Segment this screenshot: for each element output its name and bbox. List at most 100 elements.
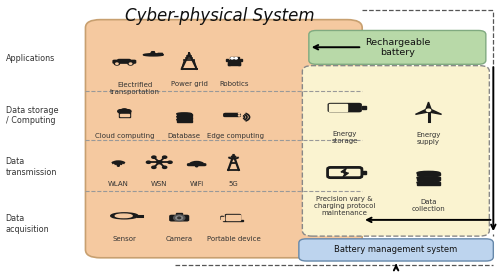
Circle shape <box>114 62 119 65</box>
Circle shape <box>427 110 430 111</box>
Bar <box>177 120 192 122</box>
Bar <box>177 114 192 116</box>
Circle shape <box>196 166 198 167</box>
Circle shape <box>118 165 120 166</box>
Text: Cyber-physical System: Cyber-physical System <box>126 7 315 26</box>
Ellipse shape <box>144 54 163 56</box>
Bar <box>240 59 242 61</box>
Circle shape <box>120 109 128 113</box>
Ellipse shape <box>177 116 192 118</box>
Bar <box>238 63 240 66</box>
Circle shape <box>146 161 150 163</box>
Bar <box>362 171 366 174</box>
Polygon shape <box>150 52 156 55</box>
FancyBboxPatch shape <box>299 239 494 261</box>
Circle shape <box>122 111 127 113</box>
FancyBboxPatch shape <box>220 216 224 220</box>
Text: Database: Database <box>168 133 200 139</box>
Bar <box>119 113 130 117</box>
Ellipse shape <box>177 113 192 115</box>
Text: Camera: Camera <box>166 236 193 242</box>
Text: Energy
supply: Energy supply <box>416 132 440 145</box>
Circle shape <box>128 62 133 65</box>
Bar <box>417 173 440 175</box>
Text: Portable device: Portable device <box>207 236 261 242</box>
Circle shape <box>162 166 166 168</box>
Circle shape <box>178 217 180 219</box>
Text: Robotics: Robotics <box>220 81 249 87</box>
Bar <box>417 178 440 180</box>
FancyBboxPatch shape <box>302 66 490 236</box>
Circle shape <box>116 63 118 64</box>
Bar <box>228 63 230 66</box>
Bar <box>224 220 242 221</box>
FancyBboxPatch shape <box>112 60 136 64</box>
Bar <box>228 60 240 66</box>
FancyBboxPatch shape <box>86 20 362 258</box>
Text: WiFi: WiFi <box>190 181 204 187</box>
Circle shape <box>234 58 238 59</box>
Ellipse shape <box>177 119 192 121</box>
FancyBboxPatch shape <box>169 215 189 221</box>
Circle shape <box>238 113 240 114</box>
Bar <box>226 215 240 220</box>
Text: WSN: WSN <box>151 181 168 187</box>
Polygon shape <box>427 109 442 115</box>
Circle shape <box>156 161 162 164</box>
Text: Battery management system: Battery management system <box>334 245 458 254</box>
FancyBboxPatch shape <box>223 113 241 117</box>
Bar <box>226 59 228 61</box>
Circle shape <box>152 166 156 168</box>
Circle shape <box>130 63 132 64</box>
FancyBboxPatch shape <box>224 115 240 116</box>
Circle shape <box>174 215 185 221</box>
Text: Rechargeable
battery: Rechargeable battery <box>364 38 430 57</box>
Bar <box>120 114 129 116</box>
Bar <box>230 57 238 60</box>
Ellipse shape <box>417 176 440 179</box>
Bar <box>329 104 347 112</box>
Polygon shape <box>158 53 163 55</box>
Text: Cloud computing: Cloud computing <box>94 133 154 139</box>
Circle shape <box>118 110 124 113</box>
Bar <box>220 217 224 220</box>
Circle shape <box>125 110 131 113</box>
Text: Data
acquisition: Data acquisition <box>6 214 50 234</box>
Ellipse shape <box>110 213 138 219</box>
Polygon shape <box>426 102 432 110</box>
Text: WLAN: WLAN <box>108 181 129 187</box>
Circle shape <box>176 216 182 220</box>
FancyBboxPatch shape <box>309 30 486 64</box>
Bar <box>176 213 182 215</box>
Circle shape <box>162 156 166 158</box>
Text: Power grid: Power grid <box>170 81 207 87</box>
Text: Edge computing: Edge computing <box>206 133 264 139</box>
Text: Applications: Applications <box>6 54 55 63</box>
Circle shape <box>152 156 156 158</box>
FancyBboxPatch shape <box>328 103 362 112</box>
FancyBboxPatch shape <box>224 113 240 114</box>
Text: Data storage
/ Computing: Data storage / Computing <box>6 106 58 125</box>
Text: Data
transmission: Data transmission <box>6 157 57 177</box>
Ellipse shape <box>417 181 440 184</box>
Text: Data
collection: Data collection <box>412 199 446 212</box>
FancyBboxPatch shape <box>225 214 241 220</box>
Circle shape <box>231 58 234 59</box>
Bar <box>119 112 130 113</box>
Text: Electrified
transportation: Electrified transportation <box>110 82 160 95</box>
Polygon shape <box>416 109 430 115</box>
Ellipse shape <box>417 171 440 175</box>
Bar <box>417 182 440 185</box>
Circle shape <box>426 109 430 112</box>
Polygon shape <box>341 168 348 177</box>
FancyBboxPatch shape <box>117 59 131 61</box>
Text: Energy
storage: Energy storage <box>332 131 358 144</box>
Ellipse shape <box>116 214 132 218</box>
Bar <box>177 117 192 119</box>
Text: Sensor: Sensor <box>112 236 136 242</box>
Circle shape <box>168 161 172 163</box>
Bar <box>362 106 366 109</box>
Circle shape <box>238 115 240 116</box>
FancyBboxPatch shape <box>187 163 206 166</box>
Text: Precision vary &
charging protocol
maintenance: Precision vary & charging protocol maint… <box>314 196 376 216</box>
